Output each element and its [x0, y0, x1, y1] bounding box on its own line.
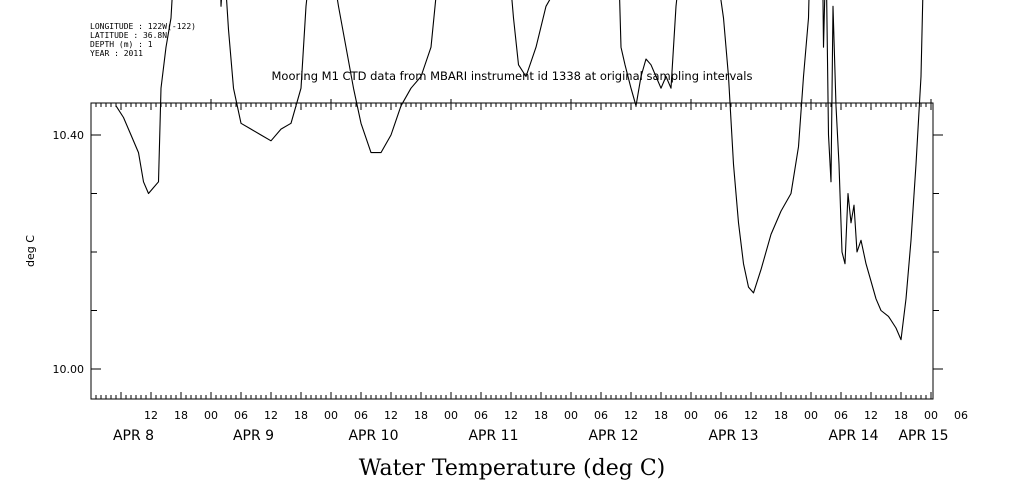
x-tick-label: 00 — [204, 409, 218, 422]
x-tick-label: 12 — [264, 409, 278, 422]
x-day-label: APR 14 — [828, 428, 878, 444]
meta-year: YEAR : 2011 — [90, 49, 143, 58]
x-tick-label: 06 — [234, 409, 248, 422]
y-tick-label: 10.40 — [53, 129, 85, 142]
x-tick-label: 12 — [864, 409, 878, 422]
x-tick-label: 06 — [834, 409, 848, 422]
x-tick-label: 18 — [774, 409, 788, 422]
chart-title: Mooring M1 CTD data from MBARI instrumen… — [272, 69, 753, 83]
x-axis-label: Water Temperature (deg C) — [359, 456, 666, 481]
x-tick-label: 18 — [894, 409, 908, 422]
x-tick-label: 00 — [444, 409, 458, 422]
x-tick-label: 00 — [804, 409, 818, 422]
x-tick-label: 12 — [624, 409, 638, 422]
y-axis-label: deg C — [24, 235, 37, 267]
x-tick-label: 12 — [384, 409, 398, 422]
x-day-label: APR 12 — [588, 428, 638, 444]
x-tick-label: 18 — [654, 409, 668, 422]
x-tick-labels: 12 18 00 06 12 18 00 06 12 18 00 06 12 18 00 06 12 18 00 06… — [144, 409, 968, 422]
x-tick-label: 06 — [954, 409, 968, 422]
meta-latitude: LATITUDE : 36.8N — [90, 31, 167, 40]
x-tick-label: 00 — [564, 409, 578, 422]
x-tick-label: 18 — [294, 409, 308, 422]
y-tick-label: 10.00 — [53, 363, 85, 376]
series-line — [115, 0, 924, 341]
plot-frame — [90, 102, 934, 400]
x-tick-label: 00 — [924, 409, 938, 422]
x-tick-label: 06 — [354, 409, 368, 422]
x-day-label: APR 15 — [898, 428, 948, 444]
x-tick-label: 00 — [684, 409, 698, 422]
x-tick-label: 06 — [714, 409, 728, 422]
x-tick-label: 12 — [504, 409, 518, 422]
x-day-label: APR 13 — [708, 428, 758, 444]
axis-ticks — [91, 99, 943, 399]
x-tick-label: 18 — [534, 409, 548, 422]
x-day-label: APR 9 — [233, 428, 274, 444]
x-tick-label: 12 — [144, 409, 158, 422]
x-day-label: APR 10 — [348, 428, 398, 444]
meta-longitude: LONGITUDE : 122W(-122) — [90, 22, 196, 31]
x-tick-label: 06 — [594, 409, 608, 422]
x-day-labels: APR 8 APR 9 APR 10 APR 11 APR 12 APR 13 APR 14… — [113, 428, 949, 444]
x-tick-label: 00 — [324, 409, 338, 422]
meta-depth: DEPTH (m) : 1 — [90, 40, 153, 49]
x-day-label: APR 8 — [113, 428, 154, 444]
x-tick-label: 12 — [744, 409, 758, 422]
x-tick-label: 18 — [414, 409, 428, 422]
x-day-label: APR 11 — [468, 428, 518, 444]
x-tick-label: 18 — [174, 409, 188, 422]
x-tick-label: 06 — [474, 409, 488, 422]
series-group — [115, 0, 924, 341]
